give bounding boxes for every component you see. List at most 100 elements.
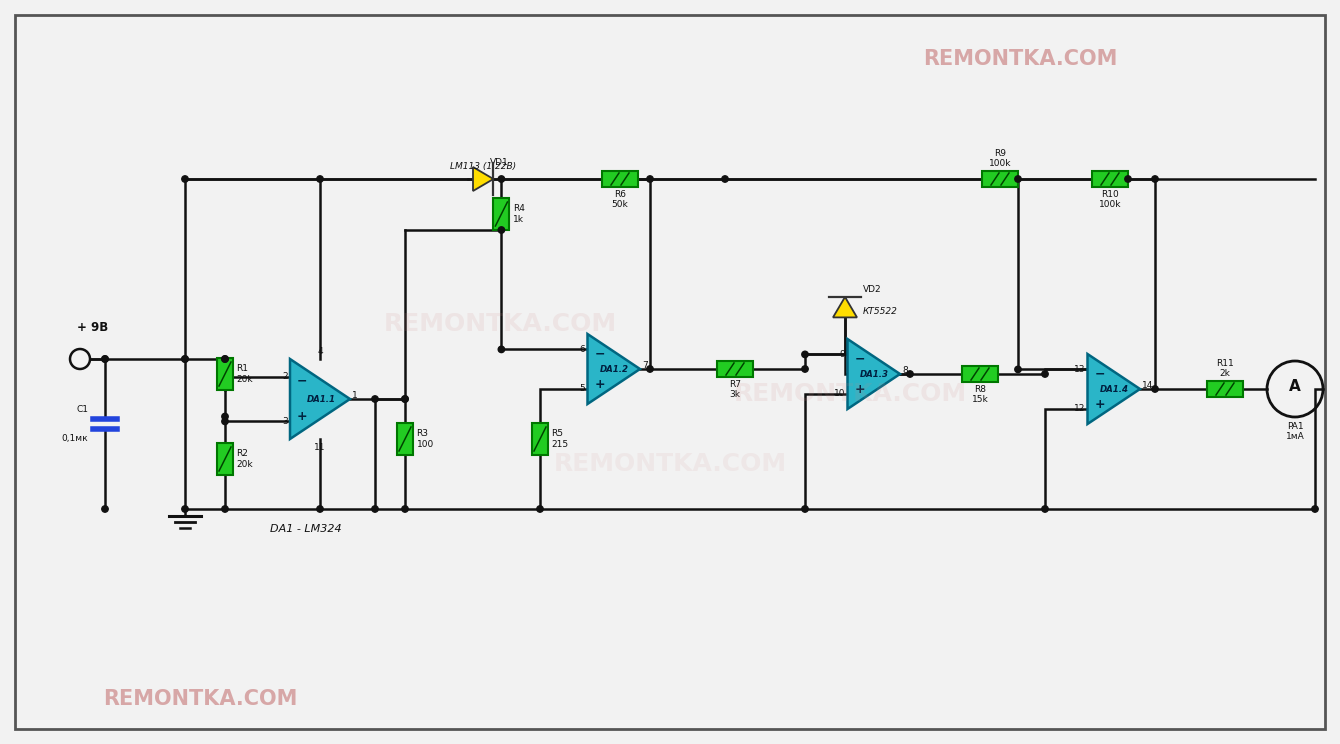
Circle shape (537, 506, 543, 512)
Text: REMONTKA.COM: REMONTKA.COM (383, 312, 616, 336)
Circle shape (801, 366, 808, 372)
Circle shape (102, 356, 109, 362)
Text: + 9B: + 9B (76, 321, 109, 334)
Circle shape (801, 506, 808, 512)
Text: 5: 5 (580, 384, 586, 393)
FancyBboxPatch shape (717, 361, 753, 377)
FancyBboxPatch shape (1207, 381, 1244, 397)
Text: LM113 (1,22B): LM113 (1,22B) (450, 162, 516, 171)
Circle shape (182, 356, 188, 362)
Text: 13: 13 (1073, 365, 1085, 374)
Text: −: − (1095, 367, 1106, 380)
Circle shape (1014, 366, 1021, 373)
Text: R8
15k: R8 15k (972, 385, 989, 405)
Circle shape (907, 371, 913, 377)
Circle shape (182, 356, 188, 362)
Circle shape (1041, 506, 1048, 512)
Text: R6
50k: R6 50k (611, 190, 628, 209)
Polygon shape (587, 334, 641, 404)
Text: R1
20k: R1 20k (236, 365, 253, 384)
Text: +: + (297, 410, 308, 423)
FancyBboxPatch shape (962, 366, 998, 382)
FancyBboxPatch shape (493, 198, 509, 230)
Text: −: − (297, 375, 307, 388)
Text: 10: 10 (833, 389, 846, 398)
Text: 3: 3 (283, 417, 288, 426)
FancyBboxPatch shape (217, 358, 233, 390)
Text: +: + (595, 378, 606, 391)
Text: 9: 9 (840, 350, 846, 359)
Text: DA1.1: DA1.1 (307, 394, 336, 403)
Text: R7
3k: R7 3k (729, 380, 741, 400)
Circle shape (1041, 371, 1048, 377)
Text: R5
215: R5 215 (552, 429, 568, 449)
Text: −: − (855, 352, 866, 365)
Text: A: A (1289, 379, 1301, 394)
Text: PA1
1мА: PA1 1мА (1285, 422, 1304, 441)
Circle shape (182, 506, 188, 512)
Text: 1: 1 (352, 391, 358, 400)
Text: −: − (595, 347, 604, 360)
Circle shape (402, 396, 409, 403)
Text: DA1.3: DA1.3 (860, 370, 890, 379)
Circle shape (1152, 386, 1158, 392)
Circle shape (222, 356, 228, 362)
Polygon shape (833, 297, 858, 318)
Text: DA1 - LM324: DA1 - LM324 (269, 524, 342, 534)
Text: R3
100: R3 100 (417, 429, 434, 449)
Text: +: + (1095, 398, 1106, 411)
Text: REMONTKA.COM: REMONTKA.COM (733, 382, 966, 406)
Circle shape (222, 414, 228, 420)
FancyBboxPatch shape (532, 423, 548, 455)
Text: 4: 4 (318, 347, 323, 356)
Circle shape (1124, 176, 1131, 182)
FancyBboxPatch shape (397, 423, 413, 455)
Text: R4
1k: R4 1k (513, 205, 525, 224)
Text: 11: 11 (315, 443, 326, 452)
Circle shape (498, 227, 505, 233)
Text: DA1.4: DA1.4 (1100, 385, 1130, 394)
Text: КТ5522: КТ5522 (863, 307, 898, 316)
Circle shape (222, 418, 228, 425)
Text: 8: 8 (902, 365, 907, 374)
Text: 2: 2 (283, 372, 288, 381)
Polygon shape (289, 359, 350, 439)
Circle shape (316, 176, 323, 182)
Text: 0,1мк: 0,1мк (62, 434, 88, 443)
Text: VD1: VD1 (490, 158, 509, 167)
Polygon shape (473, 167, 493, 191)
Text: REMONTKA.COM: REMONTKA.COM (103, 689, 297, 709)
FancyBboxPatch shape (982, 171, 1018, 187)
Circle shape (801, 351, 808, 358)
Text: C1: C1 (76, 405, 88, 414)
Circle shape (402, 396, 409, 403)
Circle shape (222, 506, 228, 512)
Circle shape (1312, 506, 1319, 512)
Circle shape (371, 506, 378, 512)
Text: REMONTKA.COM: REMONTKA.COM (553, 452, 787, 476)
Text: 7: 7 (642, 361, 647, 370)
Circle shape (222, 356, 228, 362)
FancyBboxPatch shape (602, 171, 638, 187)
Text: R10
100k: R10 100k (1099, 190, 1122, 209)
Text: VD2: VD2 (863, 285, 882, 294)
Circle shape (647, 176, 653, 182)
Circle shape (371, 396, 378, 403)
Circle shape (647, 366, 653, 372)
Circle shape (102, 356, 109, 362)
Text: R2
20k: R2 20k (236, 449, 253, 469)
Polygon shape (847, 339, 900, 409)
Circle shape (402, 506, 409, 512)
Circle shape (1014, 176, 1021, 182)
Circle shape (316, 506, 323, 512)
Polygon shape (1088, 354, 1140, 424)
FancyBboxPatch shape (1092, 171, 1128, 187)
Circle shape (498, 176, 505, 182)
Text: R9
100k: R9 100k (989, 149, 1012, 168)
Text: DA1.2: DA1.2 (600, 365, 630, 373)
Circle shape (102, 506, 109, 512)
Text: 12: 12 (1075, 404, 1085, 413)
Text: +: + (855, 383, 866, 396)
Circle shape (498, 346, 505, 353)
Text: R11
2k: R11 2k (1217, 359, 1234, 378)
